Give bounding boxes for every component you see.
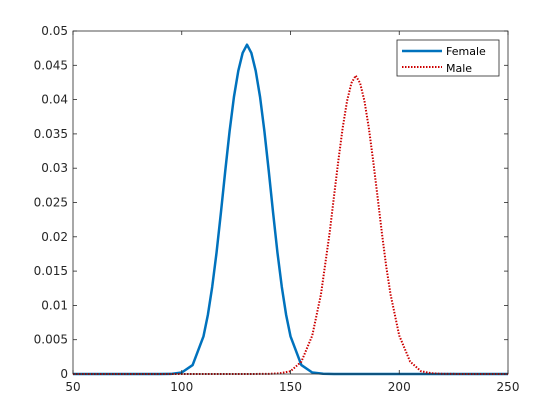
legend-box [396,39,500,77]
y-tick-label: 0.03 [41,161,68,175]
y-tick-label: 0.04 [41,93,68,107]
y-tick-label: 0.005 [34,333,68,347]
x-tick-label: 250 [497,380,520,394]
y-tick-label: 0.025 [34,196,68,210]
legend-label-female: Female [446,45,486,58]
y-tick-label: 0.02 [41,230,68,244]
y-tick-label: 0.045 [34,58,68,72]
x-tick-label: 200 [388,380,411,394]
x-tick-label: 150 [279,380,302,394]
series-line-female [73,43,508,376]
y-tick-label: 0.05 [41,24,68,38]
plot-area [73,31,508,374]
tick-layer: 50 100 150 200 250 0 0.005 0.01 0.015 0.02 0.025 0.… [34,24,520,394]
y-tick-label: 0 [60,367,68,381]
y-tick-label: 0.015 [34,264,68,278]
y-tick-label: 0.01 [41,298,68,312]
x-tick-label: 50 [65,380,80,394]
x-tick-label: 100 [170,380,193,394]
series-layer [73,43,508,376]
legend: Female Male [396,39,500,77]
y-tick-label: 0.035 [34,127,68,141]
series-line-male [73,74,508,375]
legend-label-male: Male [446,62,472,75]
